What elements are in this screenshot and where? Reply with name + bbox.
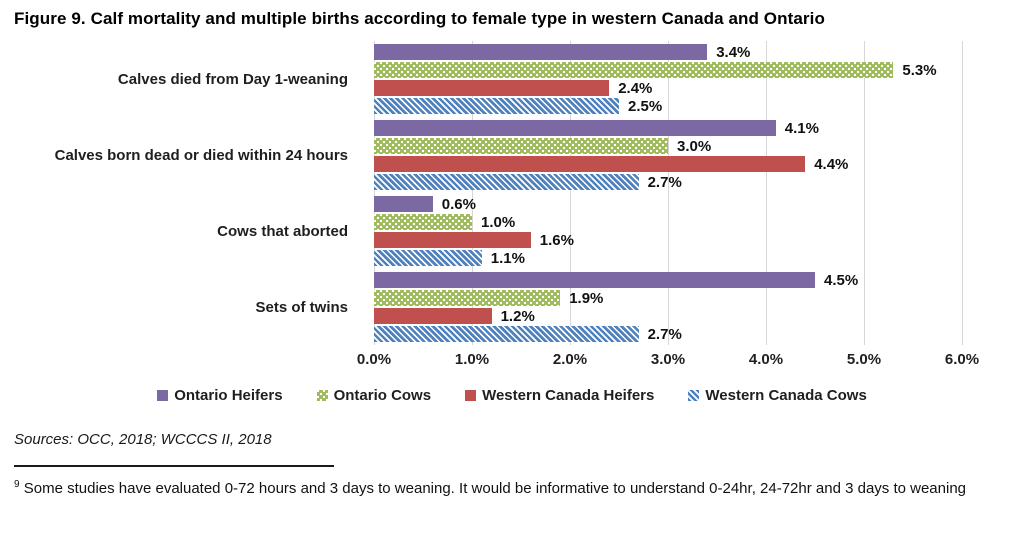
legend-swatch-icon (465, 389, 477, 401)
bar-value-label: 1.9% (569, 289, 604, 307)
legend-swatch-icon (688, 389, 700, 401)
bar-row: 2.4% (374, 79, 1010, 97)
legend-item: Ontario Cows (316, 386, 432, 404)
legend-item: Western Canada Cows (688, 386, 867, 404)
figure-title: Figure 9. Calf mortality and multiple bi… (14, 9, 825, 28)
legend-label: Ontario Heifers (174, 386, 283, 404)
bar-row: 1.2% (374, 307, 1010, 325)
footnote-marker: 9 (14, 479, 20, 490)
bar-row: 1.9% (374, 289, 1010, 307)
gridline (864, 41, 865, 345)
bar (374, 308, 492, 324)
bar-stack: 4.5% 1.9% 1.2% 2.7% (374, 271, 1010, 343)
bar-value-label: 4.1% (784, 119, 819, 137)
bar-stack: 4.1% 3.0% 4.4% 2.7% (374, 119, 1010, 191)
gridline (962, 41, 963, 345)
footnote-separator (14, 465, 334, 467)
bar-value-label: 2.7% (647, 325, 682, 343)
bar-row: 0.6% (374, 195, 1010, 213)
bar-value-label: 2.4% (618, 79, 653, 97)
bar-value-label: 1.6% (539, 231, 574, 249)
bar (374, 214, 472, 230)
legend-item: Ontario Heifers (157, 386, 283, 404)
x-axis-tick: 0.0% (356, 351, 392, 368)
chart-plot-area: Calves died from Day 1-weaning 3.4% 5.3% 2.… (14, 41, 1010, 345)
bar-value-label: 3.4% (716, 43, 751, 61)
x-axis-tick: 4.0% (748, 351, 784, 368)
bar (374, 120, 776, 136)
legend-label: Western Canada Cows (705, 386, 867, 404)
chart-legend: Ontario Heifers Ontario Cows Western Canad… (14, 385, 1010, 405)
x-axis-tick: 5.0% (846, 351, 882, 368)
category-label: Calves born dead or died within 24 hours (54, 146, 348, 164)
bar-value-label: 4.4% (814, 155, 849, 173)
bar-value-label: 1.1% (490, 249, 525, 267)
bar-stack: 0.6% 1.0% 1.6% 1.1% (374, 195, 1010, 267)
bar (374, 44, 708, 60)
bar (374, 326, 639, 342)
gridline (668, 41, 669, 345)
bar-row: 1.0% (374, 213, 1010, 231)
legend-label: Ontario Cows (333, 386, 432, 404)
bar-row: 4.5% (374, 271, 1010, 289)
bar-group: Cows that aborted 0.6% 1.0% 1.6% 1.1% (14, 193, 1010, 269)
category-label: Sets of twins (255, 298, 348, 316)
bar-stack: 3.4% 5.3% 2.4% 2.5% (374, 43, 1010, 115)
gridline (570, 41, 571, 345)
bar-group: Calves died from Day 1-weaning 3.4% 5.3% 2.… (14, 41, 1010, 117)
legend-swatch-icon (157, 389, 169, 401)
category-label: Calves died from Day 1-weaning (117, 70, 348, 88)
category-label: Cows that aborted (217, 222, 348, 240)
bar-value-label: 1.0% (481, 213, 516, 231)
x-axis: 0.0% 1.0% 2.0% 3.0% 4.0% 5.0% 6.0% (14, 349, 1010, 373)
bar-chart: Calves died from Day 1-weaning 3.4% 5.3% 2.… (14, 41, 1010, 373)
bar-value-label: 1.2% (500, 307, 535, 325)
bar-row: 2.5% (374, 97, 1010, 115)
bar-value-label: 2.7% (647, 173, 682, 191)
bar (374, 98, 619, 114)
bar-row: 3.4% (374, 43, 1010, 61)
bar-row: 2.7% (374, 173, 1010, 191)
gridline (766, 41, 767, 345)
bar (374, 62, 894, 78)
x-axis-tick: 6.0% (944, 351, 980, 368)
bar (374, 196, 433, 212)
bar-row: 5.3% (374, 61, 1010, 79)
bar-group: Sets of twins 4.5% 1.9% 1.2% 2.7% (14, 269, 1010, 345)
bar (374, 174, 639, 190)
bar-value-label: 4.5% (824, 271, 859, 289)
sources-note: Sources: OCC, 2018; WCCCS II, 2018 (14, 431, 272, 448)
legend-item: Western Canada Heifers (465, 387, 654, 404)
bar-row: 4.4% (374, 155, 1010, 173)
legend-label: Western Canada Heifers (482, 386, 655, 404)
bar (374, 138, 668, 154)
bar-row: 4.1% (374, 119, 1010, 137)
bar (374, 232, 531, 248)
bar (374, 250, 482, 266)
gridline (472, 41, 473, 345)
x-axis-tick: 2.0% (552, 351, 588, 368)
bar (374, 80, 610, 96)
footnote-text: Some studies have evaluated 0-72 hours a… (23, 480, 967, 497)
x-axis-tick: 1.0% (454, 351, 490, 368)
bar-row: 2.7% (374, 325, 1010, 343)
bar-group: Calves born dead or died within 24 hours… (14, 117, 1010, 193)
bar (374, 156, 806, 172)
legend-swatch-icon (316, 389, 328, 401)
footnote: 9 Some studies have evaluated 0-72 hours… (14, 478, 1004, 500)
bar-row: 1.1% (374, 249, 1010, 267)
bar-row: 1.6% (374, 231, 1010, 249)
bar-value-label: 3.0% (677, 137, 712, 155)
bar-value-label: 2.5% (628, 97, 663, 115)
bar (374, 290, 561, 306)
bar-row: 3.0% (374, 137, 1010, 155)
bar-value-label: 5.3% (902, 61, 937, 79)
bar-value-label: 0.6% (441, 195, 476, 213)
bar (374, 272, 815, 288)
x-axis-tick: 3.0% (650, 351, 686, 368)
gridline (374, 41, 375, 345)
